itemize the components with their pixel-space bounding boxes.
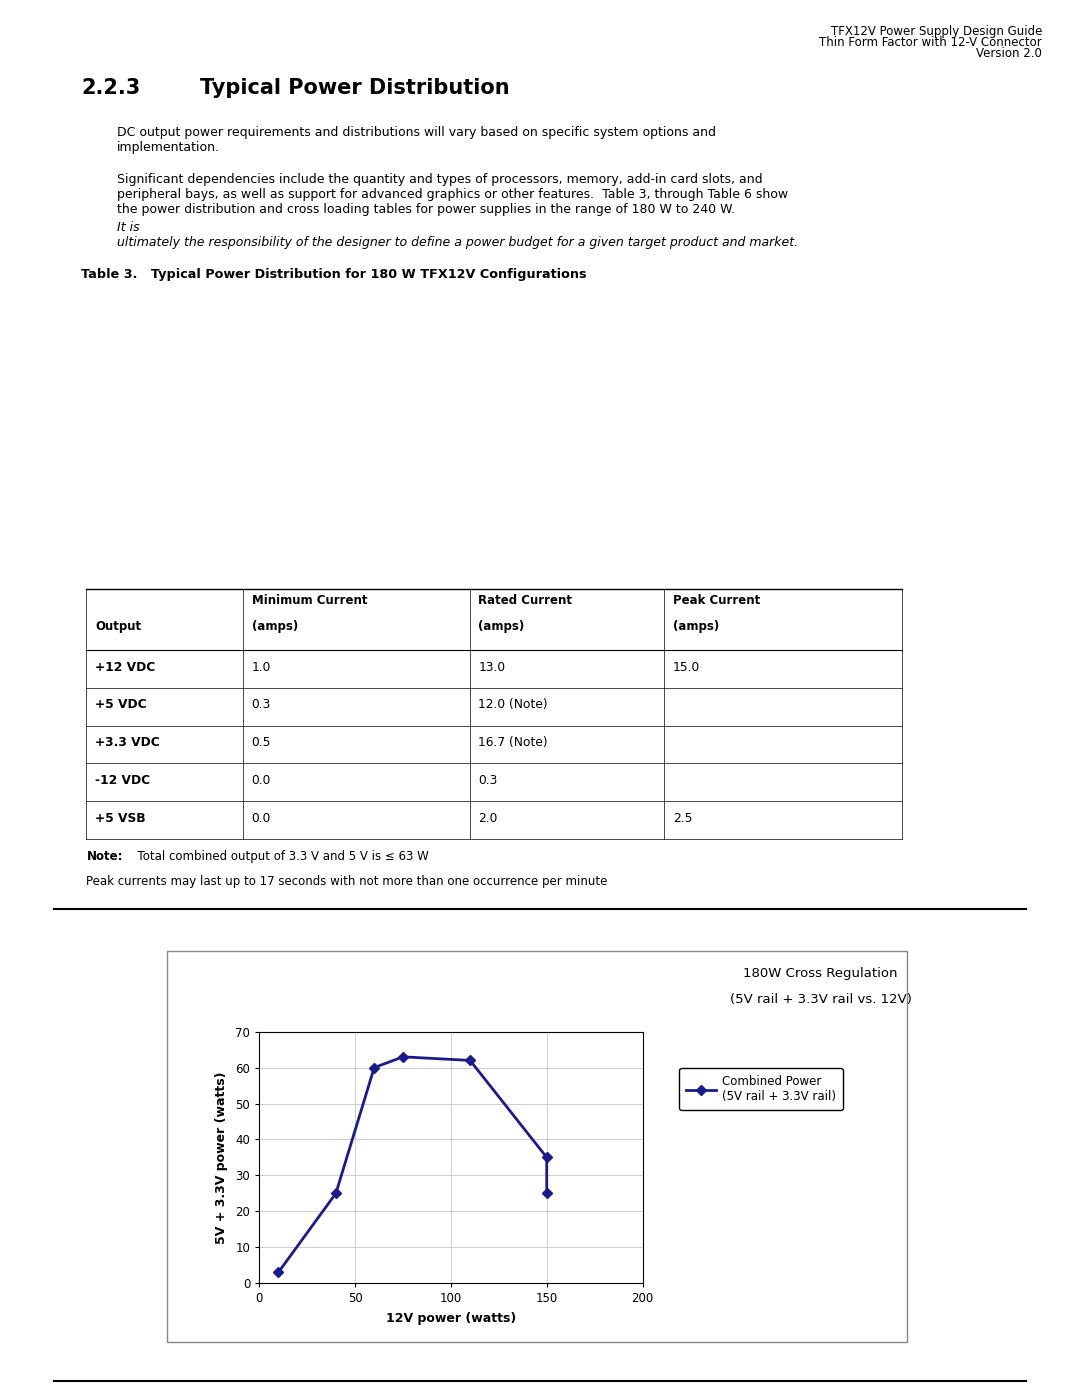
Text: 0.0: 0.0 — [252, 812, 271, 824]
Text: 2.0: 2.0 — [478, 812, 498, 824]
Text: +5 VSB: +5 VSB — [95, 812, 146, 824]
Y-axis label: 5V + 3.3V power (watts): 5V + 3.3V power (watts) — [215, 1071, 228, 1243]
Text: 16.7 (Note): 16.7 (Note) — [478, 736, 548, 749]
Text: (amps): (amps) — [673, 620, 719, 633]
Text: Peak Current: Peak Current — [673, 595, 760, 608]
Text: 0.3: 0.3 — [478, 774, 498, 787]
Text: +3.3 VDC: +3.3 VDC — [95, 736, 160, 749]
Text: 1.0: 1.0 — [252, 661, 271, 673]
Text: Output: Output — [95, 620, 141, 633]
Text: Typical Power Distribution: Typical Power Distribution — [200, 78, 510, 98]
X-axis label: 12V power (watts): 12V power (watts) — [386, 1312, 516, 1326]
Text: 180W Cross Regulation: 180W Cross Regulation — [743, 967, 897, 981]
Text: 13.0: 13.0 — [478, 661, 505, 673]
Text: Minimum Current: Minimum Current — [252, 595, 367, 608]
Text: Significant dependencies include the quantity and types of processors, memory, a: Significant dependencies include the qua… — [117, 173, 787, 217]
Text: 2.2.3: 2.2.3 — [81, 78, 140, 98]
Text: 0.0: 0.0 — [252, 774, 271, 787]
Text: TFX12V Power Supply Design Guide: TFX12V Power Supply Design Guide — [831, 25, 1042, 38]
Text: 0.3: 0.3 — [252, 698, 271, 711]
Text: It is
ultimately the responsibility of the designer to define a power budget for: It is ultimately the responsibility of t… — [117, 221, 798, 249]
Text: 15.0: 15.0 — [673, 661, 700, 673]
Text: 0.5: 0.5 — [252, 736, 271, 749]
Text: DC output power requirements and distributions will vary based on specific syste: DC output power requirements and distrib… — [117, 126, 716, 154]
Text: Total combined output of 3.3 V and 5 V is ≤ 63 W: Total combined output of 3.3 V and 5 V i… — [130, 849, 429, 863]
Text: Rated Current: Rated Current — [478, 595, 572, 608]
Text: Thin Form Factor with 12-V Connector: Thin Form Factor with 12-V Connector — [820, 36, 1042, 49]
Text: Version 2.0: Version 2.0 — [976, 47, 1042, 60]
Text: -12 VDC: -12 VDC — [95, 774, 150, 787]
Text: (5V rail + 3.3V rail vs. 12V): (5V rail + 3.3V rail vs. 12V) — [730, 992, 912, 1006]
Text: +5 VDC: +5 VDC — [95, 698, 147, 711]
Bar — [167, 950, 907, 1341]
Text: (amps): (amps) — [478, 620, 525, 633]
Text: +12 VDC: +12 VDC — [95, 661, 156, 673]
Legend: Combined Power
(5V rail + 3.3V rail): Combined Power (5V rail + 3.3V rail) — [679, 1067, 842, 1111]
Text: 2.5: 2.5 — [673, 812, 692, 824]
Text: Note:: Note: — [86, 849, 123, 863]
Text: Peak currents may last up to 17 seconds with not more than one occurrence per mi: Peak currents may last up to 17 seconds … — [86, 875, 608, 888]
Text: (amps): (amps) — [252, 620, 298, 633]
Text: Table 3.   Typical Power Distribution for 180 W TFX12V Configurations: Table 3. Typical Power Distribution for … — [81, 268, 586, 281]
Text: 12.0 (Note): 12.0 (Note) — [478, 698, 548, 711]
